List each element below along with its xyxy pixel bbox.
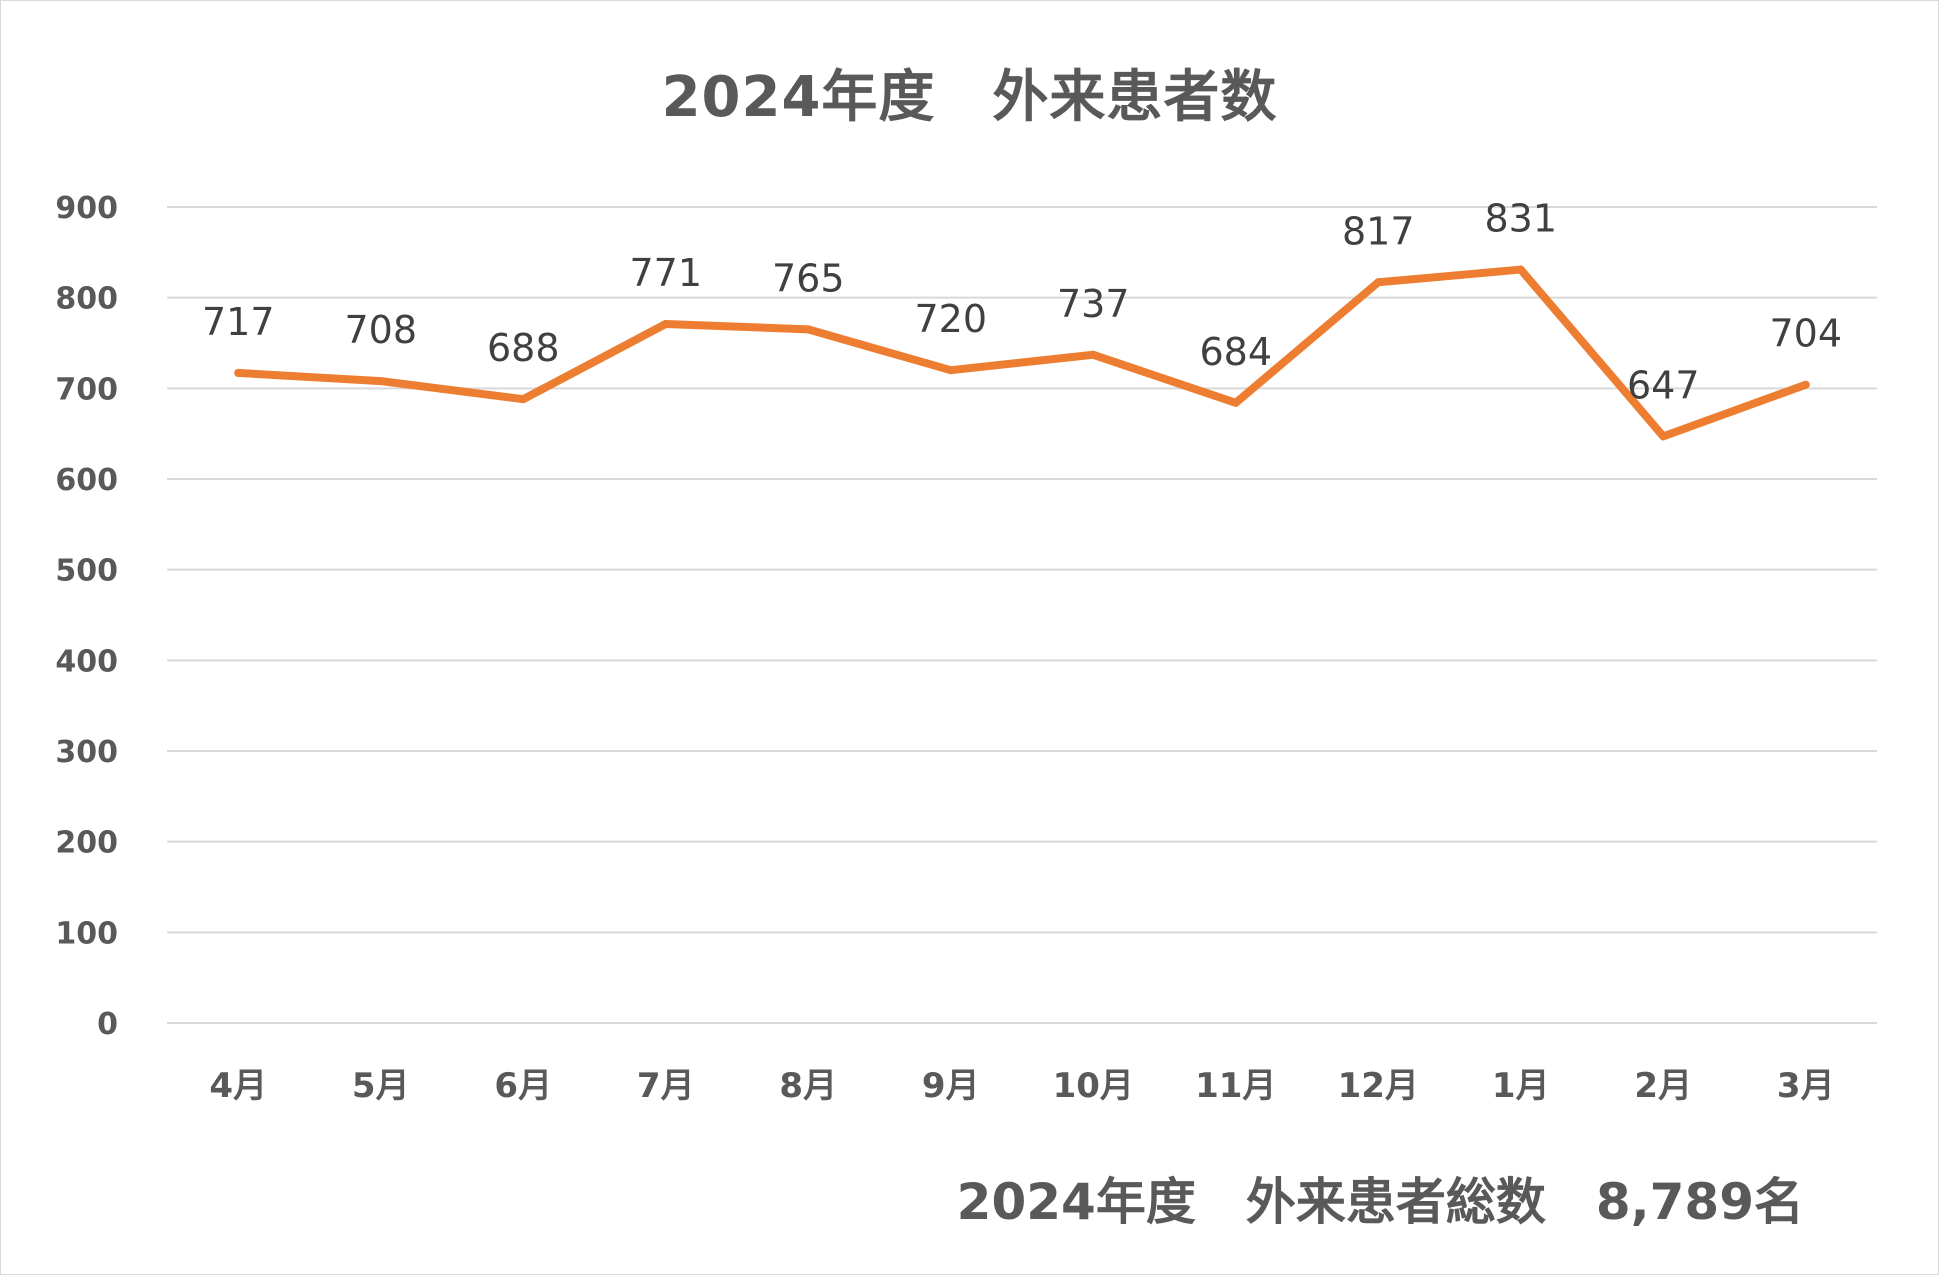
data-label: 831 [1484,197,1557,241]
series-line [234,265,1810,441]
data-point [1089,350,1098,359]
y-tick-label: 700 [55,372,118,407]
y-axis-tick-labels: 0 100 200 300 400 500 600 700 800 900 [55,191,118,1042]
data-label: 737 [1057,282,1130,326]
y-tick-label: 400 [55,644,118,679]
x-tick-label: 6月 [494,1066,552,1106]
data-point [1374,278,1383,287]
data-label: 720 [914,297,987,341]
total-patients-annotation: 2024年度 外来患者総数 8,789名 [956,1173,1804,1231]
x-tick-label: 1月 [1492,1066,1550,1106]
x-tick-label: 9月 [922,1066,980,1106]
x-tick-label: 8月 [779,1066,837,1106]
data-point [1659,432,1668,441]
y-tick-label: 900 [55,191,118,226]
y-tick-label: 0 [97,1007,118,1042]
y-tick-label: 100 [55,916,118,951]
data-point [1516,265,1525,274]
data-label: 717 [202,300,275,344]
data-point [234,368,243,377]
data-label: 684 [1199,330,1272,374]
y-tick-label: 300 [55,735,118,770]
data-point [661,319,670,328]
x-tick-label: 5月 [352,1066,410,1106]
data-point [946,366,955,375]
x-tick-label: 2月 [1634,1066,1692,1106]
x-axis-tick-labels: 4月 5月 6月 7月 8月 9月 10月 11月 12月 1月 2月 3月 [209,1066,1834,1106]
data-point [376,377,385,386]
data-point [519,395,528,404]
y-tick-label: 800 [55,282,118,317]
x-tick-label: 10月 [1053,1066,1134,1106]
data-label: 647 [1627,363,1700,407]
y-tick-label: 200 [55,826,118,861]
chart-title: 2024年度 外来患者数 [661,65,1278,130]
x-tick-label: 7月 [637,1066,695,1106]
gridlines [167,206,1877,1024]
data-point [804,325,813,334]
x-tick-label: 3月 [1777,1066,1835,1106]
data-point [1231,398,1240,407]
data-label: 708 [344,308,417,352]
y-tick-label: 500 [55,554,118,589]
data-label: 817 [1342,209,1415,253]
series [234,265,1810,441]
x-tick-label: 4月 [209,1066,267,1106]
data-label: 771 [629,251,702,295]
data-point [1801,380,1810,389]
data-label: 765 [772,256,845,300]
x-tick-label: 11月 [1195,1066,1276,1106]
y-tick-label: 600 [55,463,118,498]
data-labels: 717 708 688 771 765 720 737 684 817 831 647 704 [202,197,1842,408]
x-tick-label: 12月 [1338,1066,1419,1106]
data-label: 704 [1769,312,1842,356]
data-label: 688 [487,326,560,370]
